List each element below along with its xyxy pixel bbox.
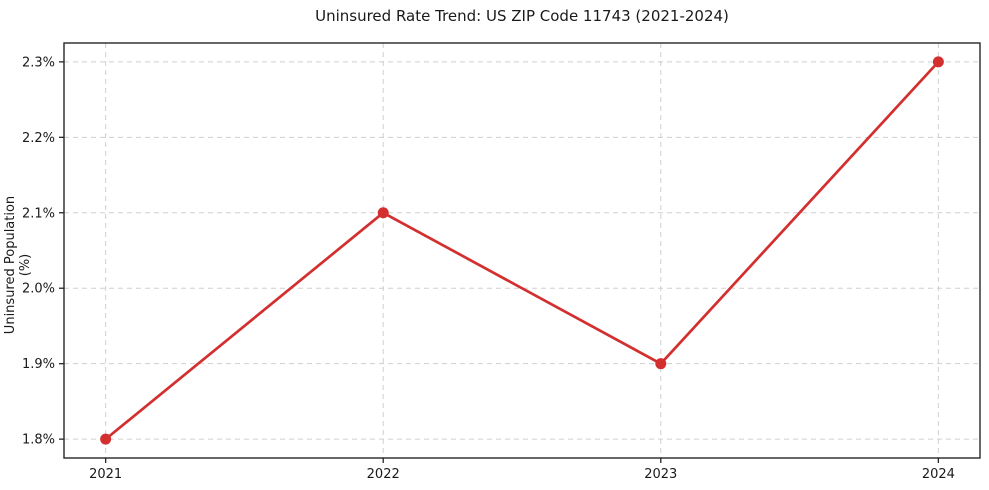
x-tick-label: 2024 — [922, 467, 955, 482]
data-point — [100, 433, 112, 445]
chart-title: Uninsured Rate Trend: US ZIP Code 11743 … — [315, 7, 729, 25]
y-tick-label: 2.2% — [22, 131, 55, 146]
data-point — [932, 56, 944, 68]
y-tick-label: 2.3% — [22, 55, 55, 70]
data-point — [655, 358, 667, 370]
plot-border — [63, 42, 981, 459]
x-tick-label: 2021 — [89, 467, 122, 482]
y-tick-label: 2.0% — [22, 282, 55, 297]
x-tick-label: 2022 — [367, 467, 400, 482]
y-tick-label: 1.9% — [22, 357, 55, 372]
y-axis-label: Uninsured Population (%) — [3, 195, 33, 335]
y-tick-label: 1.8% — [22, 433, 55, 448]
trend-line — [104, 60, 940, 441]
data-point — [377, 207, 389, 219]
y-tick-label: 2.1% — [22, 206, 55, 221]
x-tick-label: 2023 — [644, 467, 677, 482]
